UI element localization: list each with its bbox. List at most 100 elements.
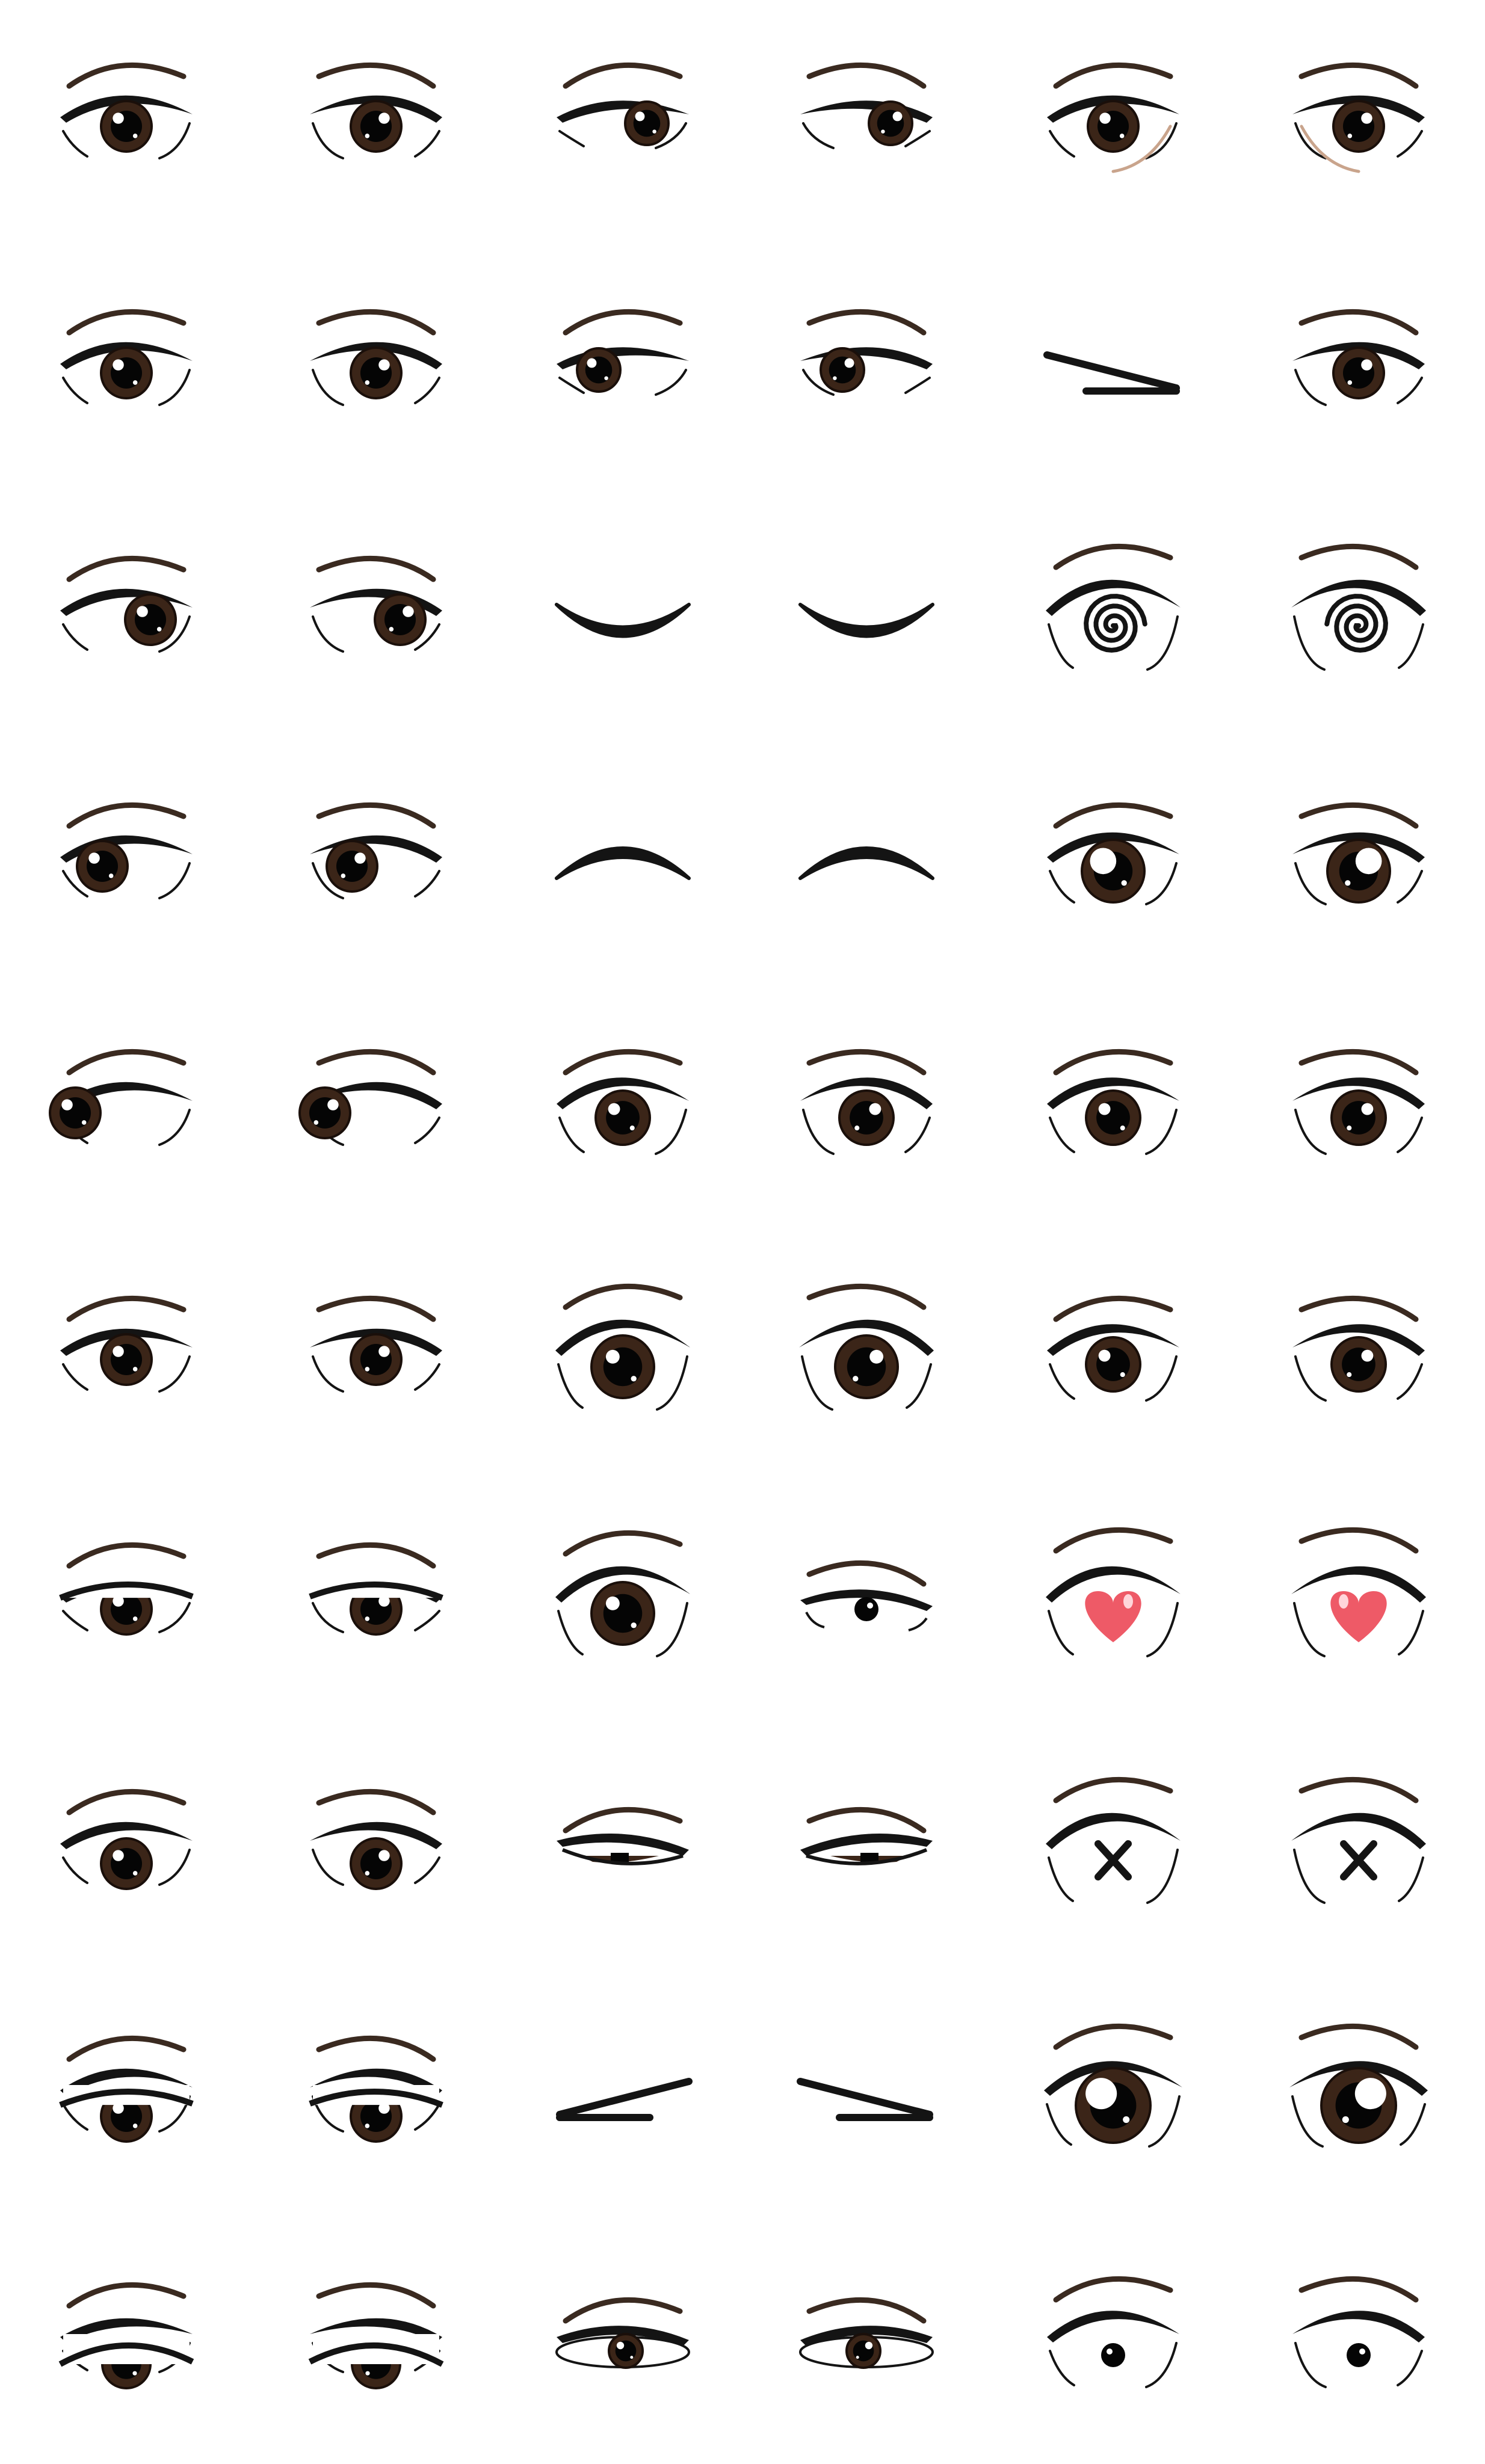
- eye-sprite-inner: [1289, 2023, 1428, 2148]
- lower-eyelid-icon: [158, 1602, 191, 1633]
- lower-eyelid-icon: [802, 369, 835, 396]
- eyebrow-icon: [1298, 2023, 1419, 2050]
- eye-sprite: [1292, 2276, 1425, 2388]
- highlight-icon: [833, 376, 837, 380]
- lower-eyelid-icon: [312, 1849, 344, 1886]
- upper-eyelid-icon: [1047, 95, 1179, 123]
- eyebrow-icon: [1298, 309, 1419, 336]
- eye-sprite: [1044, 2023, 1182, 2148]
- lower-eyelid-icon: [62, 130, 88, 158]
- eye-sprite: [49, 1049, 193, 1146]
- highlight-icon: [1359, 2348, 1365, 2355]
- eye-sprite: [555, 1530, 690, 1657]
- eye-sprite-inner: [1292, 1295, 1425, 1402]
- highlight-icon: [853, 1376, 859, 1382]
- heart-shine-icon: [1339, 1594, 1348, 1609]
- upper-eyelid-icon: [1291, 1813, 1426, 1849]
- eye-sprite: [59, 2035, 194, 2143]
- eye-sprite-inner: [1292, 62, 1425, 173]
- highlight-icon: [354, 852, 366, 864]
- eye-sprite: [799, 1283, 934, 1411]
- lower-eyelid-icon: [1397, 2350, 1423, 2386]
- eye-sprite-inner: [557, 62, 689, 149]
- eyelid-cover-icon: [63, 2334, 190, 2364]
- eyebrow-icon: [563, 309, 683, 336]
- eye-sprite-inner: [60, 802, 193, 899]
- heart-shine-icon: [1123, 1594, 1133, 1609]
- eyebrow-icon: [316, 802, 436, 829]
- highlight-icon: [1121, 880, 1127, 886]
- highlight-icon: [378, 2102, 390, 2114]
- eye-sprite: [59, 1542, 194, 1636]
- highlight-icon: [132, 380, 138, 385]
- eye-sprite: [557, 62, 689, 149]
- cross-icon: [1340, 1840, 1377, 1880]
- eyebrow-icon: [806, 309, 927, 336]
- upper-eyelid-icon: [310, 342, 442, 369]
- eyebrow-icon: [1053, 1049, 1173, 1076]
- eye-sprite-inner: [555, 603, 691, 638]
- closed-eye-arch-icon: [555, 846, 691, 880]
- lower-eyelid-icon: [312, 369, 344, 406]
- eye-sprite-inner: [1047, 1049, 1179, 1155]
- eye-sprite: [800, 309, 933, 396]
- eye-sprite: [1292, 62, 1425, 173]
- highlight-icon: [113, 1346, 124, 1357]
- eye-sprite: [60, 1295, 193, 1393]
- highlight-icon: [113, 359, 124, 371]
- lower-eyelid-icon: [1145, 1355, 1178, 1402]
- highlight-icon: [132, 2124, 138, 2128]
- lower-eyelid-icon: [1397, 1116, 1423, 1153]
- eye-sprite: [60, 1788, 193, 1890]
- lower-eyelid-icon: [62, 1363, 88, 1391]
- highlight-icon: [365, 134, 370, 138]
- eye-sprite: [60, 555, 193, 653]
- eyebrow-icon: [66, 1788, 187, 1816]
- eye-sprite-inner: [59, 1542, 194, 1636]
- lower-eyelid-icon: [1294, 1355, 1327, 1402]
- highlight-icon: [1090, 848, 1117, 875]
- eye-sprite-inner: [557, 1806, 689, 1865]
- lower-eyelid-icon: [1048, 1610, 1074, 1656]
- highlight-icon: [1347, 1372, 1352, 1378]
- eyebrow-icon: [316, 62, 436, 89]
- eye-sprite: [58, 2282, 194, 2389]
- eye-sprite-inner: [800, 1806, 933, 1865]
- eye-sprite: [1047, 2276, 1179, 2388]
- eye-sprite-inner: [555, 2297, 690, 2369]
- highlight-icon: [1361, 1103, 1374, 1115]
- eyebrow-icon: [563, 62, 683, 89]
- highlight-icon: [113, 1850, 124, 1861]
- highlight-icon: [378, 1595, 390, 1607]
- lower-eyelid-icon: [414, 377, 440, 404]
- lower-eyelid-icon: [904, 130, 931, 147]
- eye-sprite-inner: [557, 309, 689, 396]
- upper-eyelid-icon: [58, 2342, 194, 2367]
- upper-eyelid-icon: [310, 1082, 442, 1109]
- highlight-icon: [1345, 880, 1351, 886]
- eye-sprite: [797, 2078, 933, 2121]
- eye-sprite-inner: [49, 1049, 193, 1146]
- highlight-icon: [1355, 848, 1382, 875]
- lower-eyelid-icon: [414, 623, 440, 651]
- upper-eyelid-icon: [1044, 2061, 1182, 2096]
- highlight-icon: [1361, 1349, 1374, 1362]
- lower-eyelid-icon: [1048, 623, 1074, 669]
- highlight-icon: [1098, 1103, 1111, 1115]
- eye-sprite-inner: [310, 62, 442, 159]
- upper-eyelid-icon: [310, 2068, 442, 2096]
- upper-eyelid-icon: [308, 2342, 444, 2367]
- eyebrow-icon: [1053, 802, 1173, 829]
- lower-eyelid-icon: [1148, 2095, 1181, 2148]
- upper-eyelid-icon: [60, 2318, 193, 2342]
- upper-eyelid-icon: [1292, 2311, 1425, 2342]
- lower-eyelid-icon: [1397, 130, 1423, 158]
- upper-eyelid-icon: [800, 1589, 933, 1611]
- eyebrow-icon: [66, 1542, 187, 1569]
- lower-eyelid-icon: [655, 369, 687, 396]
- eye-sprite-inner: [557, 1049, 689, 1155]
- eye-sprite-inner: [800, 1049, 933, 1155]
- upper-eyelid-icon: [1292, 1324, 1425, 1356]
- eye-sprite: [556, 2078, 693, 2121]
